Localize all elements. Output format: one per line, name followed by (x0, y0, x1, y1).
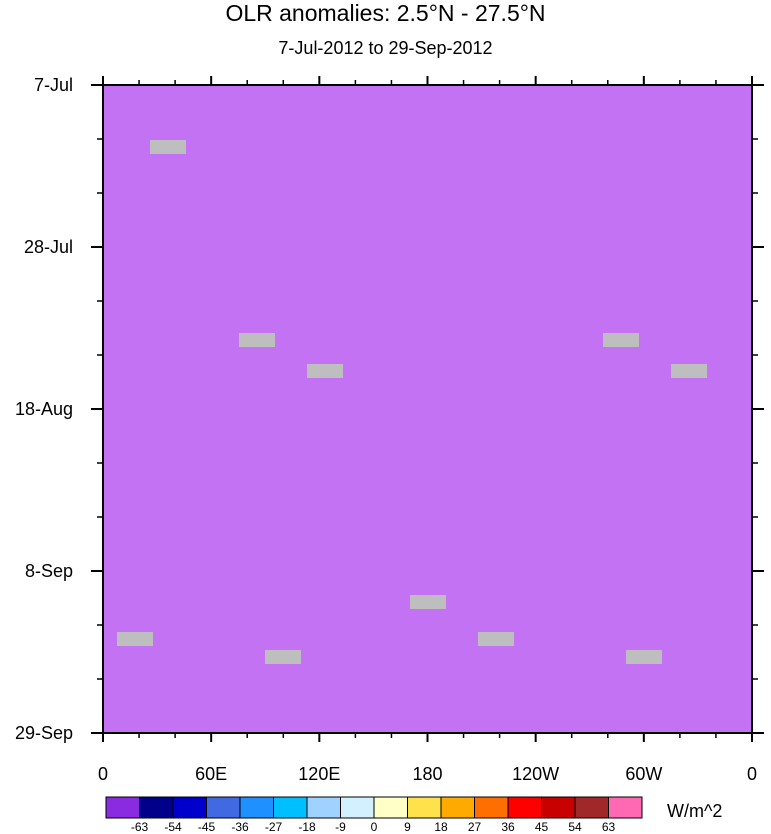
missing-data-patch (478, 632, 514, 646)
missing-data-patch (671, 364, 707, 378)
colorbar-swatch (373, 796, 408, 819)
colorbar-label: -18 (298, 820, 316, 834)
colorbar-swatch (507, 796, 542, 819)
colorbar-label: 63 (602, 820, 616, 834)
missing-data-patch (150, 140, 186, 154)
colorbar-swatch (306, 796, 341, 819)
colorbar-swatch (239, 796, 274, 819)
colorbar-label: 45 (535, 820, 549, 834)
colorbar-swatch (440, 796, 475, 819)
colorbar-label: 18 (434, 820, 448, 834)
missing-data-patch (265, 650, 301, 664)
colorbar-label: -9 (335, 820, 346, 834)
chart-subtitle: 7-Jul-2012 to 29-Sep-2012 (278, 38, 493, 58)
colorbar-label: -36 (231, 820, 249, 834)
colorbar-units: W/m^2 (667, 801, 722, 821)
x-tick-label: 120W (512, 764, 559, 784)
anomaly-field (103, 85, 752, 733)
colorbar-label: -27 (265, 820, 283, 834)
x-tick-label: 120E (298, 764, 340, 784)
colorbar-label: 9 (404, 820, 411, 834)
y-tick-label: 29-Sep (15, 723, 73, 743)
colorbar-swatch (172, 796, 207, 819)
colorbar-swatch (541, 796, 576, 819)
y-tick-label: 7-Jul (34, 75, 73, 95)
y-tick-label: 18-Aug (15, 399, 73, 419)
colorbar-label: 27 (468, 820, 482, 834)
colorbar-label: 0 (371, 820, 378, 834)
colorbar-label: -45 (198, 820, 216, 834)
colorbar-swatch (273, 796, 308, 819)
x-tick-label: 180 (412, 764, 442, 784)
colorbar-swatch (608, 796, 643, 819)
missing-data-patch (603, 333, 639, 347)
y-tick-label: 28-Jul (24, 237, 73, 257)
x-tick-label: 0 (98, 764, 108, 784)
colorbar-swatch (340, 796, 375, 819)
x-tick-label: 60W (625, 764, 662, 784)
colorbar-swatch (407, 796, 442, 819)
missing-data-patch (239, 333, 275, 347)
missing-data-patch (410, 595, 446, 609)
missing-data-patch (626, 650, 662, 664)
colorbar-swatch (139, 796, 174, 819)
x-tick-label: 0 (747, 764, 757, 784)
colorbar-label: 36 (501, 820, 515, 834)
chart-title: OLR anomalies: 2.5°N - 27.5°N (225, 0, 546, 26)
colorbar-label: 54 (568, 820, 582, 834)
y-tick-label: 8-Sep (25, 561, 73, 581)
x-tick-label: 60E (195, 764, 227, 784)
colorbar-label: -63 (131, 820, 149, 834)
colorbar-swatch (206, 796, 241, 819)
colorbar-swatch (105, 796, 140, 819)
colorbar-swatch (474, 796, 509, 819)
missing-data-patch (307, 364, 343, 378)
colorbar-swatch (574, 796, 609, 819)
colorbar-label: -54 (164, 820, 182, 834)
missing-data-patch (117, 632, 153, 646)
